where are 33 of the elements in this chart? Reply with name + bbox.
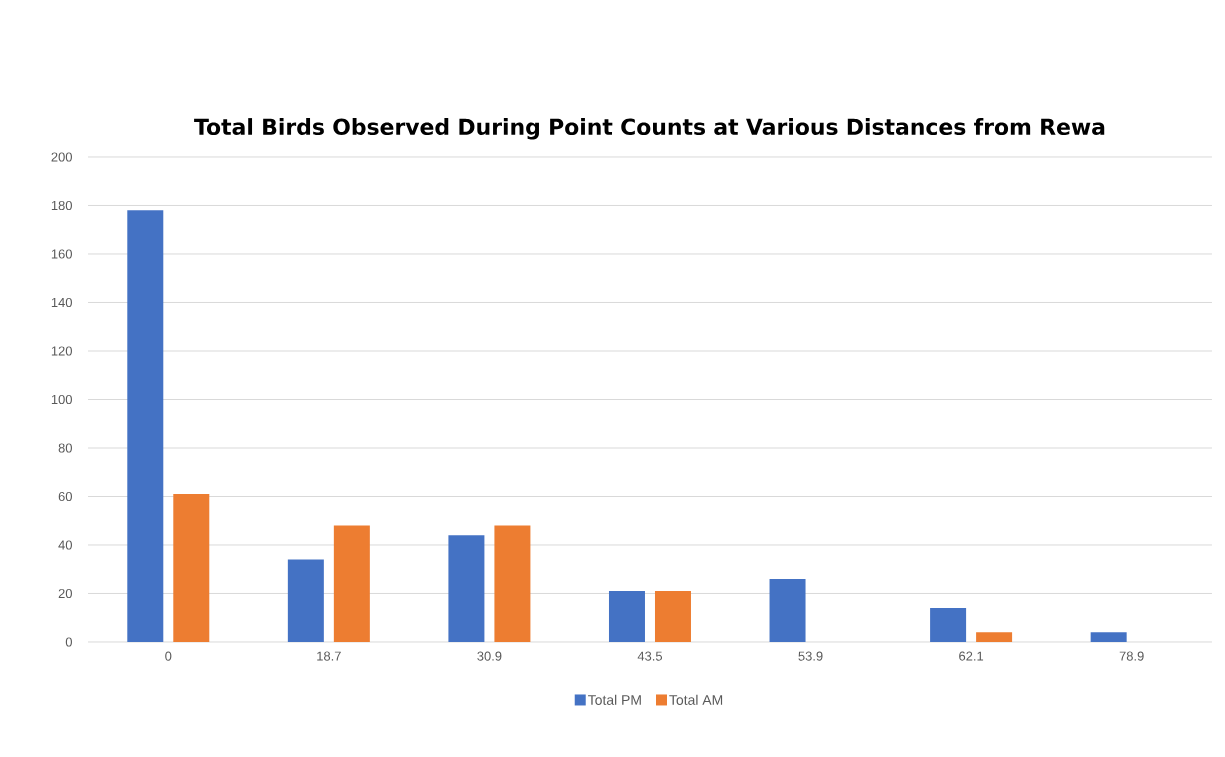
x-tick-label: 62.1 bbox=[959, 651, 984, 661]
y-tick-label: 120 bbox=[51, 346, 72, 356]
y-tick-label: 140 bbox=[51, 297, 72, 308]
y-tick-label: 40 bbox=[58, 540, 72, 550]
legend-label: Total AM bbox=[669, 694, 723, 705]
x-tick-label: 0 bbox=[165, 651, 172, 661]
x-tick-label: 30.9 bbox=[477, 651, 502, 661]
y-tick-label: 60 bbox=[58, 491, 72, 502]
legend-label: Total PM bbox=[588, 694, 641, 705]
bar bbox=[173, 494, 210, 642]
bar bbox=[769, 578, 806, 642]
bar bbox=[654, 591, 691, 642]
bar bbox=[448, 535, 485, 642]
y-tick-label: 200 bbox=[51, 152, 72, 162]
x-tick-label: 53.9 bbox=[798, 651, 823, 661]
y-tick-label: 20 bbox=[58, 588, 72, 599]
bar bbox=[930, 608, 967, 642]
bar bbox=[976, 632, 1013, 642]
chart-title: Total Birds Observed During Point Counts at Various Distances from Rewa bbox=[194, 118, 1105, 140]
bar bbox=[494, 525, 531, 642]
x-tick-label: 78.9 bbox=[1119, 651, 1144, 661]
x-tick-label: 43.5 bbox=[637, 651, 663, 661]
y-tick-label: 180 bbox=[51, 200, 72, 211]
bar bbox=[333, 525, 370, 642]
bar bbox=[608, 591, 645, 642]
bar bbox=[127, 210, 164, 642]
y-tick-label: 0 bbox=[65, 637, 72, 647]
y-tick-label: 100 bbox=[51, 394, 72, 405]
x-tick-label: 18.7 bbox=[317, 651, 341, 661]
y-tick-label: 160 bbox=[51, 249, 72, 259]
y-tick-label: 80 bbox=[58, 443, 72, 453]
bar bbox=[287, 559, 324, 642]
bar bbox=[1090, 632, 1127, 642]
